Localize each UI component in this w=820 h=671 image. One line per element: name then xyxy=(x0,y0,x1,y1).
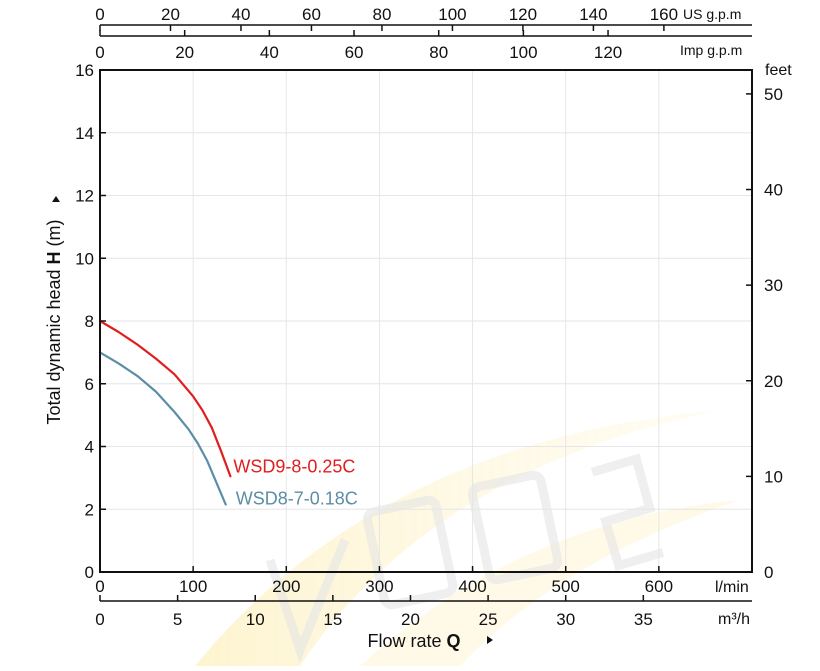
feet-tick-label: 30 xyxy=(764,276,783,295)
m3h-tick-label: 5 xyxy=(173,610,182,629)
grid xyxy=(100,70,753,572)
x-axis-title-symbol: Q xyxy=(447,631,461,651)
lmin-tick-label: 0 xyxy=(95,577,104,596)
lmin-tick-label: 300 xyxy=(365,577,393,596)
y-axis-title: Total dynamic head H (m) xyxy=(44,219,64,424)
x-axis-title: Flow rate Q xyxy=(367,631,460,651)
y-axis-title-symbol: H xyxy=(44,251,64,264)
m3h-tick-label: 35 xyxy=(634,610,653,629)
m3h-tick-label: 10 xyxy=(246,610,265,629)
feet-tick-label: 0 xyxy=(764,563,773,582)
y-axis-title-text: Total dynamic head xyxy=(44,264,64,424)
m3h-tick-label: 15 xyxy=(323,610,342,629)
lmin-tick-label: 200 xyxy=(272,577,300,596)
series-label-wsd9: WSD9-8-0.25C xyxy=(233,456,355,476)
us-gpm-tick-label: 20 xyxy=(161,5,180,24)
us-gpm-unit-label: US g.p.m xyxy=(683,6,741,22)
curve-wsd8 xyxy=(98,351,227,506)
us-gpm-tick-label: 140 xyxy=(579,5,607,24)
m3h-tick-label: 25 xyxy=(479,610,498,629)
imp-gpm-tick-label: 0 xyxy=(95,43,104,62)
y-tick-label: 0 xyxy=(85,563,94,582)
lmin-tick-label: 400 xyxy=(458,577,486,596)
lmin-tick-label: 500 xyxy=(552,577,580,596)
y-tick-label: 10 xyxy=(75,249,94,268)
x-axis-arrow-icon xyxy=(487,636,493,644)
series-layer: WSD9-8-0.25C WSD8-7-0.18C xyxy=(98,319,358,509)
imp-gpm-tick-label: 100 xyxy=(509,43,537,62)
y-axis-title-group: Total dynamic head H (m) xyxy=(44,196,64,425)
us-gpm-tick-label: 120 xyxy=(509,5,537,24)
us-gpm-tick-label: 60 xyxy=(302,5,321,24)
lmin-unit-label: l/min xyxy=(715,579,749,596)
m3h-unit-label: m³/h xyxy=(718,611,750,628)
us-gpm-tick-label: 80 xyxy=(372,5,391,24)
imp-gpm-tick-label: 80 xyxy=(429,43,448,62)
y-tick-label: 6 xyxy=(85,375,94,394)
y-tick-label: 14 xyxy=(75,124,94,143)
m3h-tick-label: 20 xyxy=(401,610,420,629)
feet-unit-label: feet xyxy=(765,62,792,79)
y-tick-label: 4 xyxy=(85,438,94,457)
us-gpm-tick-label: 160 xyxy=(650,5,678,24)
curve-wsd9 xyxy=(98,319,232,478)
imp-gpm-tick-label: 20 xyxy=(175,43,194,62)
x-axis-title-group: Flow rate Q xyxy=(367,631,493,651)
m3h-tick-label: 30 xyxy=(556,610,575,629)
y-tick-label: 16 xyxy=(75,61,94,80)
feet-tick-label: 50 xyxy=(764,85,783,104)
feet-tick-label: 40 xyxy=(764,181,783,200)
us-gpm-tick-label: 0 xyxy=(95,5,104,24)
feet-tick-label: 20 xyxy=(764,372,783,391)
imp-gpm-tick-label: 60 xyxy=(345,43,364,62)
y-tick-label: 2 xyxy=(85,500,94,519)
y-axis-title-unit: (m) xyxy=(44,219,64,251)
feet-tick-label: 10 xyxy=(764,467,783,486)
watermark-logo xyxy=(195,410,740,666)
us-gpm-tick-label: 40 xyxy=(232,5,251,24)
imp-gpm-unit-label: Imp g.p.m xyxy=(680,42,742,58)
imp-gpm-tick-label: 120 xyxy=(594,43,622,62)
y-tick-label: 8 xyxy=(85,312,94,331)
series-label-wsd8: WSD8-7-0.18C xyxy=(236,489,358,509)
m3h-tick-label: 0 xyxy=(95,610,104,629)
y-tick-label: 12 xyxy=(75,187,94,206)
y-axis-arrow-icon xyxy=(52,196,60,202)
lmin-tick-label: 100 xyxy=(179,577,207,596)
imp-gpm-tick-label: 40 xyxy=(260,43,279,62)
us-gpm-tick-label: 100 xyxy=(438,5,466,24)
x-axis-title-text: Flow rate xyxy=(367,631,446,651)
lmin-tick-label: 600 xyxy=(645,577,673,596)
